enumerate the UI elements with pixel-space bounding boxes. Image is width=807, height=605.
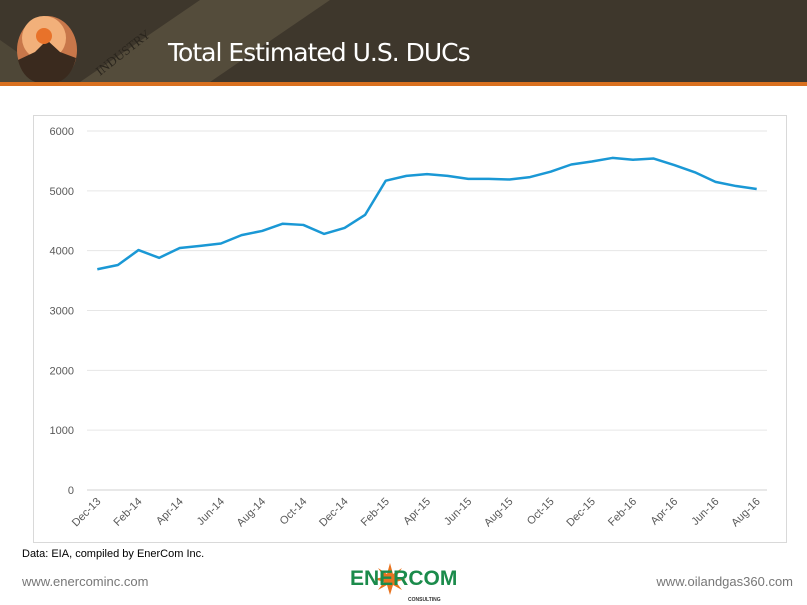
x-tick-label: Aug-16 — [729, 496, 763, 530]
x-tick-label: Dec-14 — [317, 496, 351, 530]
footer-link-oilandgas360[interactable]: www.oilandgas360.com — [656, 574, 793, 589]
x-tick-label: Apr-16 — [649, 496, 681, 528]
y-tick-label: 6000 — [50, 126, 74, 138]
y-tick-label: 4000 — [50, 246, 74, 258]
y-tick-label: 1000 — [50, 425, 74, 437]
x-tick-label: Feb-15 — [359, 496, 392, 529]
source-note: Data: EIA, compiled by EnerCom Inc. — [22, 548, 205, 560]
y-tick-label: 5000 — [50, 186, 74, 198]
x-tick-label: Aug-14 — [235, 496, 269, 530]
x-tick-label: Oct-14 — [278, 496, 310, 528]
header-banner: INDUSTRY Total Estimated U.S. DUCs — [0, 0, 807, 82]
y-tick-label: 0 — [68, 485, 74, 497]
x-tick-label: Jun-15 — [442, 496, 474, 528]
x-tick-label: Aug-15 — [482, 496, 516, 530]
x-tick-label: Jun-14 — [195, 496, 227, 528]
footer-link-enercom[interactable]: www.enercominc.com — [22, 574, 149, 589]
x-tick-label: Oct-15 — [525, 496, 557, 528]
x-tick-label: Apr-15 — [401, 496, 433, 528]
enercom-logo: ENERCOM CONSULTING — [350, 563, 457, 603]
page-title: Total Estimated U.S. DUCs — [168, 38, 471, 67]
globe-logo-icon — [17, 16, 77, 82]
x-tick-label: Feb-16 — [606, 496, 639, 529]
x-tick-label: Dec-13 — [70, 496, 104, 530]
x-tick-label: Jun-16 — [689, 496, 721, 528]
sunburst-icon — [374, 563, 406, 595]
accent-band — [0, 82, 807, 86]
line-chart: 0 1000 2000 3000 4000 5000 6000 Dec-13 Feb-14 Apr… — [50, 126, 767, 530]
y-tick-label: 3000 — [50, 306, 74, 318]
banner-decoration: INDUSTRY — [0, 0, 330, 82]
logo-text: ENERCOM — [350, 567, 457, 590]
chart-container: 0 1000 2000 3000 4000 5000 6000 Dec-13 Feb-14 Apr… — [33, 115, 787, 543]
logo-subtext: CONSULTING — [408, 597, 441, 603]
y-tick-label: 2000 — [50, 365, 74, 377]
x-tick-label: Dec-15 — [564, 496, 598, 530]
x-tick-label: Apr-14 — [154, 496, 186, 528]
series-line — [97, 156, 757, 271]
x-tick-label: Feb-14 — [112, 496, 145, 529]
